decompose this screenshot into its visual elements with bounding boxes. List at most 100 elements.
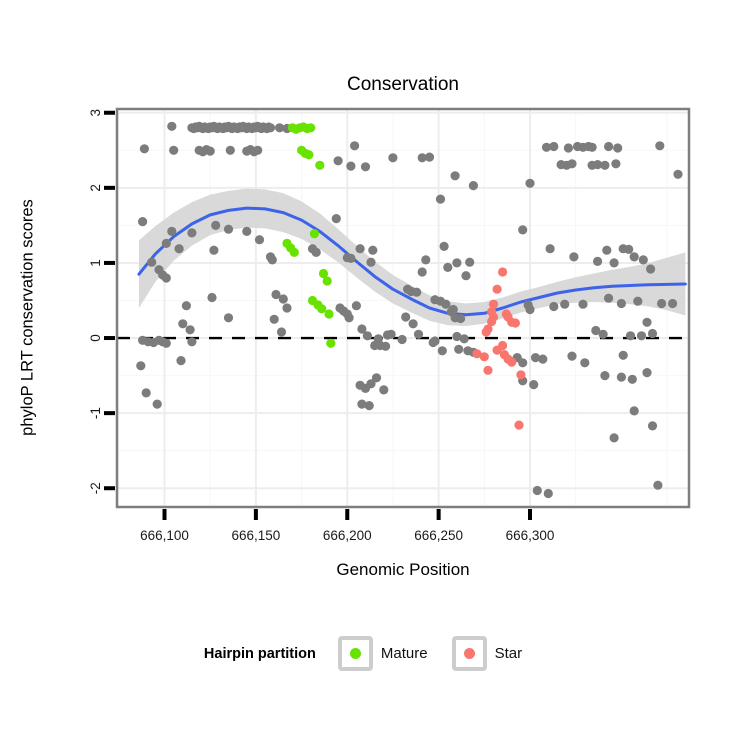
data-point-other xyxy=(167,226,177,236)
data-point-other xyxy=(412,287,422,297)
smooth-line xyxy=(137,206,687,317)
legend: Hairpin partition Mature Star xyxy=(0,636,750,671)
data-point-other xyxy=(350,141,360,151)
data-point-other xyxy=(627,374,637,384)
data-point-mature xyxy=(304,150,314,160)
data-point-other xyxy=(152,399,162,409)
data-point-other xyxy=(529,380,539,390)
data-point-other xyxy=(187,228,197,238)
data-point-other xyxy=(593,160,603,170)
y-tick-label: -2 xyxy=(88,482,103,494)
data-point-other xyxy=(616,298,627,309)
data-point-other xyxy=(161,238,171,248)
x-tick-label: 666,250 xyxy=(414,528,463,543)
data-point-other xyxy=(439,241,449,251)
data-point-other xyxy=(267,255,277,265)
data-point-other xyxy=(549,301,559,312)
data-point-other xyxy=(611,159,621,169)
data-point-other xyxy=(580,358,590,368)
data-point-other xyxy=(207,292,217,303)
legend-dot-star xyxy=(463,648,475,659)
data-point-other xyxy=(518,225,528,235)
data-point-other xyxy=(181,301,191,311)
data-point-other xyxy=(456,313,466,324)
data-point-other xyxy=(253,145,263,155)
data-point-other xyxy=(604,141,614,152)
legend-label-mature: Mature xyxy=(380,645,428,662)
data-point-other xyxy=(139,144,149,154)
data-point-mature xyxy=(324,309,334,319)
data-point-other xyxy=(169,145,179,155)
data-point-mature xyxy=(317,304,327,314)
data-point-star xyxy=(483,324,493,334)
data-point-star xyxy=(483,365,493,375)
data-point-other xyxy=(344,313,354,323)
data-point-other xyxy=(435,194,446,204)
data-point-other xyxy=(421,255,431,265)
x-axis-tick xyxy=(253,509,258,520)
data-point-other xyxy=(609,433,619,443)
legend-key-star xyxy=(451,636,487,671)
data-point-other xyxy=(254,235,265,245)
data-point-other xyxy=(657,298,667,309)
data-point-mature xyxy=(318,268,329,279)
data-point-mature xyxy=(315,160,325,170)
data-point-other xyxy=(174,244,184,254)
data-point-other xyxy=(269,314,279,324)
data-point-other xyxy=(543,488,553,499)
data-point-other xyxy=(331,214,341,224)
y-axis-title: phyloP LRT conservation scores xyxy=(18,199,37,436)
data-point-other xyxy=(638,255,648,265)
data-point-other xyxy=(437,346,447,356)
legend-dot-mature xyxy=(349,648,361,659)
data-point-other xyxy=(379,385,389,395)
legend-title: Hairpin partition xyxy=(203,645,316,662)
legend-key-mature xyxy=(337,636,373,671)
data-point-other xyxy=(598,329,608,339)
data-point-other xyxy=(549,141,559,152)
data-point-other xyxy=(578,299,588,309)
data-point-other xyxy=(351,301,361,311)
data-point-other xyxy=(364,401,374,411)
data-point-other xyxy=(271,289,281,300)
y-axis-tick xyxy=(104,260,115,265)
data-point-other xyxy=(417,267,427,277)
y-axis-tick xyxy=(104,486,115,491)
x-axis-tick xyxy=(528,509,533,520)
data-point-other xyxy=(642,317,652,327)
data-point-other xyxy=(545,244,555,254)
data-point-other xyxy=(525,178,535,188)
data-point-other xyxy=(448,304,458,315)
y-axis-tick xyxy=(104,185,115,190)
data-point-other xyxy=(655,141,665,151)
data-point-star xyxy=(507,357,517,367)
data-point-star xyxy=(492,284,502,294)
data-point-other xyxy=(278,294,288,304)
data-point-other xyxy=(600,160,610,170)
data-point-other xyxy=(282,303,292,313)
data-point-other xyxy=(636,331,647,341)
data-point-other xyxy=(567,159,577,169)
y-tick-label: 2 xyxy=(88,184,103,192)
data-point-other xyxy=(397,334,407,345)
confidence-band xyxy=(138,188,686,327)
data-point-other xyxy=(633,296,643,306)
data-point-other xyxy=(459,334,469,344)
data-point-other xyxy=(587,142,597,152)
data-point-other xyxy=(593,256,603,266)
data-point-star xyxy=(498,340,508,351)
data-point-other xyxy=(625,331,636,341)
data-point-other xyxy=(357,399,367,409)
data-point-other xyxy=(642,368,652,378)
legend-entries: Mature Star xyxy=(337,636,546,671)
y-tick-label: 0 xyxy=(88,334,103,342)
legend-label-star: Star xyxy=(494,645,523,662)
data-point-other xyxy=(311,247,321,257)
data-point-other xyxy=(147,257,157,267)
data-point-other xyxy=(653,480,663,490)
x-axis-title: Genomic Position xyxy=(336,560,470,579)
data-point-other xyxy=(530,353,541,363)
data-point-other xyxy=(185,325,195,335)
data-point-other xyxy=(388,153,398,163)
data-point-star xyxy=(510,318,520,328)
